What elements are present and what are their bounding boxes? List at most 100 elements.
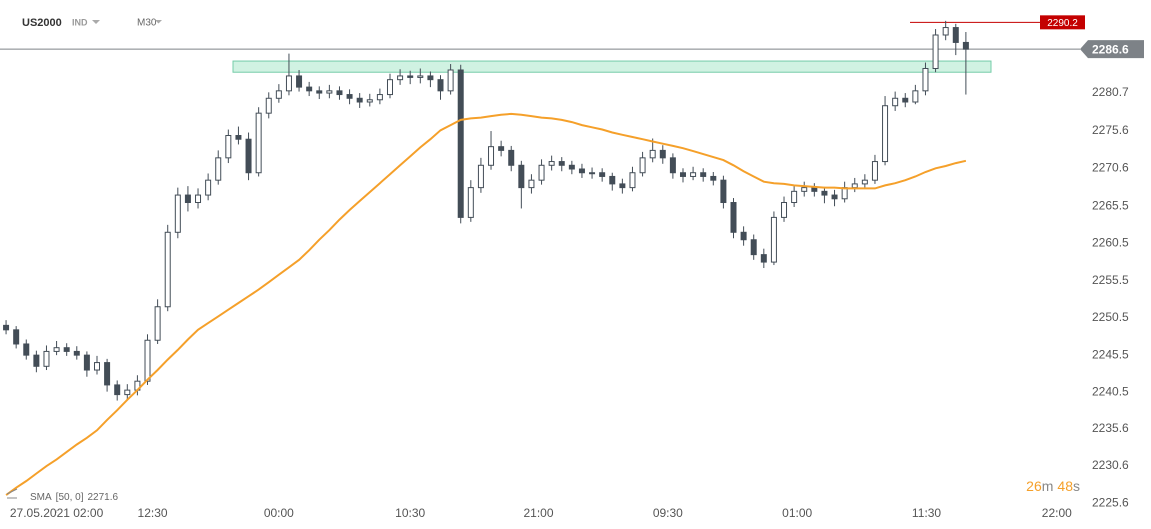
y-tick-label: 2230.6: [1092, 458, 1129, 472]
y-tick-label: 2260.5: [1092, 236, 1129, 250]
candle-body: [114, 384, 121, 396]
candle-body: [791, 190, 798, 204]
candle-body: [659, 149, 666, 159]
candle-body: [296, 75, 303, 88]
candle-body: [589, 172, 596, 175]
x-tick-label: 22:00: [1042, 506, 1072, 520]
candle-body: [104, 362, 111, 386]
candle-body: [639, 157, 646, 174]
candle-body: [457, 69, 464, 218]
x-tick-label: 01:00: [782, 506, 812, 520]
candle-body: [386, 79, 393, 96]
candle-body: [164, 231, 171, 308]
candle-body: [649, 149, 656, 159]
candle-body: [326, 90, 333, 94]
legend-icon: [6, 488, 18, 499]
market-caret[interactable]: [92, 20, 100, 24]
candle-body: [629, 172, 636, 189]
candle-body: [821, 190, 828, 196]
interval-caret[interactable]: [155, 20, 162, 24]
countdown-part: m: [1042, 478, 1054, 494]
candle-body: [73, 350, 80, 356]
candle-body: [63, 347, 70, 352]
candle-body: [33, 354, 40, 367]
candle-body: [760, 254, 767, 263]
candle-body: [932, 34, 939, 69]
candle-body: [558, 161, 565, 166]
candle-body: [195, 194, 202, 204]
y-tick-label: 2235.6: [1092, 421, 1129, 435]
candle-body: [619, 183, 626, 189]
candle-body: [407, 75, 414, 78]
candle-body: [306, 86, 313, 92]
candle-body: [467, 187, 474, 218]
candle-body: [750, 239, 757, 256]
candle-body: [720, 179, 727, 204]
x-tick-label: 00:00: [264, 506, 294, 520]
interval[interactable]: M30: [137, 18, 157, 29]
candle-body: [912, 90, 919, 103]
candle-body: [225, 135, 232, 159]
countdown: 26m 48s: [1026, 478, 1080, 494]
candle-body: [690, 172, 697, 177]
candle-body: [548, 161, 555, 166]
candle-body: [366, 99, 373, 103]
candle-body: [781, 202, 788, 218]
x-tick-label: 21:00: [523, 506, 553, 520]
sma-legend: SMA [50, 0] 2271.6: [30, 492, 119, 503]
candle-body: [801, 187, 808, 192]
candle-body: [488, 146, 495, 166]
candle-body: [3, 324, 10, 331]
price-box: [1080, 40, 1144, 59]
candle-body: [770, 216, 777, 263]
candle-body: [902, 97, 909, 103]
candle-body: [498, 146, 505, 151]
candle-body: [417, 75, 424, 78]
candle-body: [346, 94, 353, 99]
level-box: [1040, 15, 1085, 30]
symbol[interactable]: US2000: [22, 17, 62, 29]
candle-body: [861, 179, 868, 185]
candle-body: [568, 164, 575, 170]
candle-body: [952, 27, 959, 43]
candle-body: [13, 329, 20, 345]
countdown-part: s: [1073, 478, 1080, 494]
candle-body: [882, 105, 889, 163]
y-tick-label: 2225.6: [1092, 495, 1129, 509]
candle-body: [942, 27, 949, 36]
candle-body: [528, 179, 535, 189]
candle-body: [599, 172, 606, 177]
candle-body: [447, 69, 454, 92]
zone: [232, 60, 992, 73]
y-tick-label: 2280.7: [1092, 85, 1129, 99]
candle-body: [275, 90, 282, 99]
candle-body: [477, 164, 484, 189]
candle-body: [93, 362, 100, 371]
legend-part: SMA: [30, 492, 52, 503]
candle-body: [871, 161, 878, 181]
candle-body: [538, 164, 545, 181]
candle-body: [215, 157, 222, 181]
candle-body: [427, 75, 434, 81]
x-tick-label: 10:30: [395, 506, 425, 520]
candle-body: [23, 343, 30, 356]
candle-body: [397, 75, 404, 81]
candle-body: [245, 138, 252, 174]
candle-body: [174, 194, 181, 233]
candle-body: [336, 90, 343, 96]
y-tick-label: 2265.5: [1092, 198, 1129, 212]
candle-body: [356, 97, 363, 103]
y-tick-label: 2270.6: [1092, 160, 1129, 174]
candle-body: [144, 339, 151, 382]
level-label: 2290.2: [1047, 18, 1078, 29]
candle-body: [205, 179, 212, 196]
countdown-part: 26: [1026, 478, 1042, 494]
candle-body: [53, 347, 60, 352]
market[interactable]: IND: [72, 17, 88, 27]
candle-body: [184, 194, 191, 204]
y-tick-label: 2255.5: [1092, 273, 1129, 287]
candle-body: [376, 94, 383, 101]
candle-body: [508, 149, 515, 166]
candle-body: [518, 164, 525, 189]
candle-body: [740, 231, 747, 241]
